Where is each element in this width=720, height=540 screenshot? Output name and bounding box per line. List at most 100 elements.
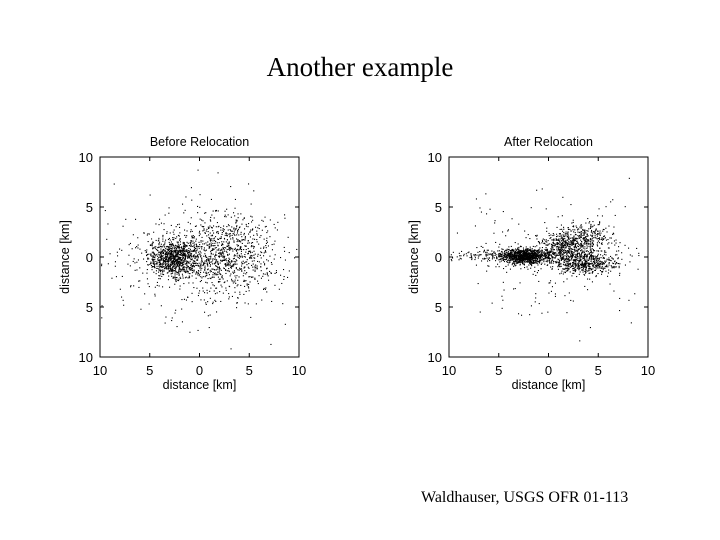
scatter-point [181,259,183,261]
scatter-point [225,265,227,267]
scatter-point [226,233,228,235]
scatter-point [154,265,156,267]
scatter-point [264,263,266,265]
scatter-point [258,243,260,245]
scatter-point [171,253,173,255]
scatter-point [215,253,217,255]
scatter-point [207,301,209,303]
scatter-point [217,233,219,235]
scatter-point [227,253,229,255]
scatter-point [197,265,199,267]
scatter-point [193,254,195,256]
scatter-point [190,267,192,269]
scatter-point [132,260,134,262]
scatter-point [200,224,202,226]
scatter-point [131,248,133,250]
scatter-point [248,233,250,235]
scatter-point [204,212,206,214]
scatter-point [162,238,164,240]
scatter-point [167,250,169,252]
scatter-point [191,199,193,201]
scatter-point [182,269,184,271]
scatter-point [162,261,164,263]
scatter-point [244,256,246,258]
scatter-point [167,265,169,267]
scatter-point [174,251,176,253]
scatter-point [234,207,236,209]
scatter-point [176,253,178,255]
scatter-point [202,240,204,242]
scatter-point [225,232,227,234]
scatter-point [236,275,238,277]
scatter-point [245,290,247,292]
scatter-point [177,234,179,236]
scatter-point [219,268,221,270]
scatter-point [155,255,157,257]
scatter-point [244,266,246,268]
scatter-point [199,267,201,269]
scatter-point [179,239,181,241]
scatter-point [204,250,206,252]
scatter-point [203,243,205,245]
scatter-point [186,230,188,232]
scatter-point [151,242,153,244]
scatter-point [217,245,219,247]
scatter-point [183,212,185,214]
scatter-point [199,233,201,235]
scatter-point [195,256,197,258]
scatter-point [218,252,220,254]
scatter-point [171,243,173,245]
scatter-point [185,257,187,259]
scatter-point [169,256,171,258]
scatter-point [252,238,254,240]
scatter-point [230,265,232,267]
scatter-point [157,246,159,248]
scatter-point [161,258,163,260]
scatter-point [190,263,192,265]
scatter-point [152,257,154,259]
scatter-point [168,207,170,209]
scatter-point [159,259,161,261]
scatter-point [234,262,236,264]
scatter-point [194,260,196,262]
scatter-point [235,228,237,230]
scatter-point [179,241,181,243]
scatter-point [190,269,192,271]
scatter-point [219,237,221,239]
scatter-point [210,216,212,218]
scatter-point [193,236,195,238]
scatter-point [225,258,227,260]
scatter-point [197,246,199,248]
scatter-point [178,245,180,247]
scatter-point [184,255,186,257]
scatter-point [192,282,194,284]
scatter-point [173,239,175,241]
scatter-point [184,229,186,231]
scatter-point [210,255,212,257]
scatter-point [250,252,252,254]
scatter-point [190,240,192,242]
scatter-point [225,232,227,234]
scatter-point [287,236,289,238]
scatter-point [158,259,160,261]
scatter-point [255,303,257,305]
scatter-point [178,272,180,274]
scatter-point [186,241,188,243]
scatter-point [177,252,179,254]
scatter-point [257,253,259,255]
scatter-point [235,259,237,261]
scatter-point [247,286,249,288]
scatter-point [252,276,254,278]
scatter-point [214,255,216,257]
scatter-point [188,282,190,284]
scatter-point [176,263,178,265]
scatter-point [157,258,159,260]
scatter-point [193,244,195,246]
scatter-point [230,230,232,232]
scatter-point [248,283,250,285]
scatter-point [185,236,187,238]
scatter-point [208,234,210,236]
scatter-point [179,288,181,290]
scatter-point [178,273,180,275]
scatter-point [243,262,245,264]
